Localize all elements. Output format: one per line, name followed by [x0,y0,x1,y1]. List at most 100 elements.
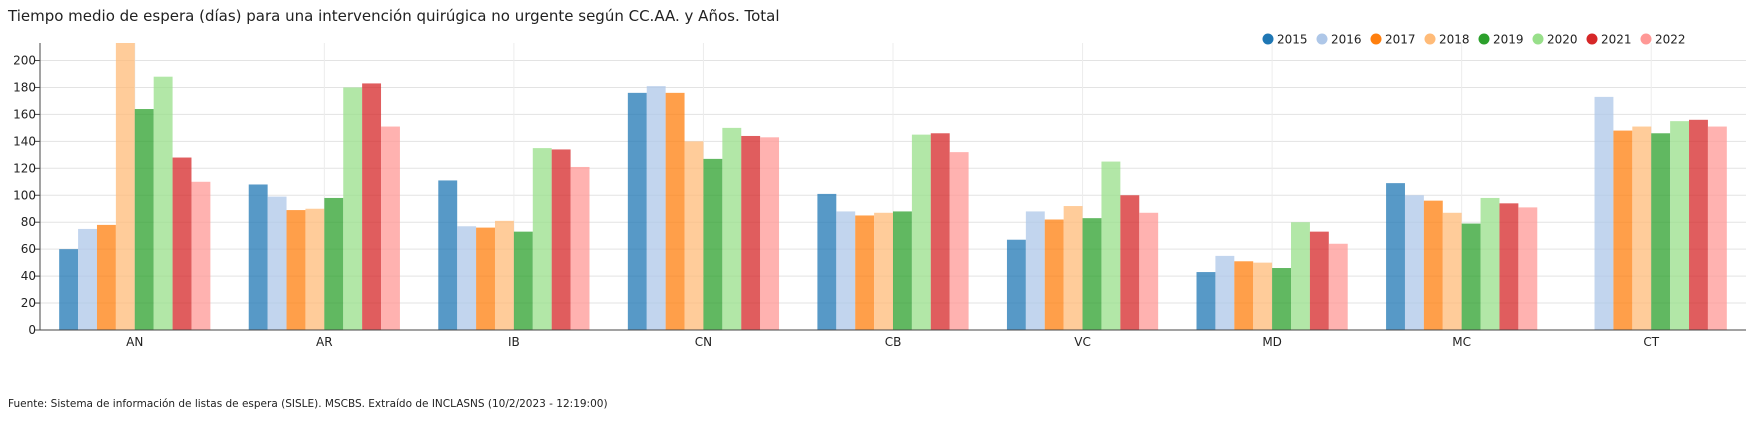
bar-cn-2015[interactable] [627,92,647,330]
legend-item-2020[interactable]: 2020 [1532,33,1578,47]
bar-cb-2020[interactable] [911,134,931,330]
bar-ct-2022[interactable] [1707,126,1727,330]
bar-md-2018[interactable] [1253,262,1273,330]
bar-an-2021[interactable] [172,157,192,330]
bar-md-2015[interactable] [1196,272,1216,330]
bar-ib-2020[interactable] [532,148,552,330]
x-tick-label: MD [1262,335,1282,349]
bar-cb-2021[interactable] [930,133,950,330]
y-tick-label: 40 [21,269,36,283]
bar-ib-2015[interactable] [438,180,458,330]
bar-vc-2019[interactable] [1082,218,1102,330]
bar-md-2017[interactable] [1234,261,1254,330]
legend-item-2016[interactable]: 2016 [1316,33,1362,47]
bar-ib-2022[interactable] [570,166,590,330]
legend-item-2015[interactable]: 2015 [1262,33,1308,47]
legend-swatch [1424,33,1436,45]
bar-cb-2017[interactable] [855,215,875,330]
bar-cn-2018[interactable] [684,141,704,330]
bar-ib-2017[interactable] [476,227,495,330]
bar-an-2015[interactable] [59,249,79,330]
bar-cn-2017[interactable] [665,92,685,330]
bar-ib-2021[interactable] [551,149,571,330]
bar-vc-2022[interactable] [1139,212,1159,330]
bar-ar-2019[interactable] [324,197,344,330]
bar-mc-2020[interactable] [1480,197,1500,330]
bar-md-2021[interactable] [1309,231,1329,330]
bar-an-2019[interactable] [134,109,154,331]
bar-ar-2017[interactable] [286,210,306,330]
legend-label: 2017 [1385,33,1416,47]
bar-cb-2022[interactable] [949,152,969,330]
bar-ib-2018[interactable] [494,220,514,330]
bar-cn-2021[interactable] [741,135,761,330]
bar-cb-2015[interactable] [817,193,837,330]
bar-ar-2022[interactable] [381,126,400,330]
bar-ar-2021[interactable] [362,83,382,330]
legend-swatch [1586,33,1598,45]
bar-vc-2016[interactable] [1025,211,1045,330]
bar-an-2020[interactable] [153,76,173,330]
bar-ct-2018[interactable] [1632,126,1652,330]
bar-ib-2019[interactable] [513,231,533,330]
bar-vc-2020[interactable] [1101,161,1121,330]
axes: 0 20 40 60 80 100 120 140 160 180 200 AN AR IB CN CB VC M… [13,43,1746,349]
legend-label: 2018 [1439,33,1470,47]
y-tick-label: 100 [13,188,36,202]
legend-item-2022[interactable]: 2022 [1640,33,1686,47]
legend-item-2017[interactable]: 2017 [1370,33,1416,47]
legend-item-2019[interactable]: 2019 [1478,33,1524,47]
bar-md-2022[interactable] [1328,243,1348,330]
bar-mc-2016[interactable] [1404,195,1424,330]
bar-ct-2019[interactable] [1651,133,1671,330]
bar-cn-2019[interactable] [703,158,723,330]
bar-an-2018[interactable] [115,43,135,330]
legend-swatch [1370,33,1382,45]
bar-mc-2017[interactable] [1423,200,1443,330]
legend-item-2018[interactable]: 2018 [1424,33,1470,47]
bar-ct-2016[interactable] [1594,96,1614,330]
bar-ib-2016[interactable] [457,226,477,330]
bar-ar-2020[interactable] [343,87,363,331]
bar-an-2017[interactable] [96,224,116,330]
bar-mc-2022[interactable] [1518,207,1538,330]
bar-cn-2022[interactable] [760,137,780,330]
bar-vc-2015[interactable] [1006,239,1026,330]
y-tick-label: 140 [13,134,36,148]
y-tick-label: 160 [13,107,36,121]
legend-label: 2021 [1601,33,1632,47]
bar-ct-2017[interactable] [1613,130,1633,330]
y-tick-label: 120 [13,161,36,175]
bar-cb-2016[interactable] [836,211,856,330]
bar-cb-2019[interactable] [893,211,912,330]
x-tick-label: CN [695,335,712,349]
bar-mc-2018[interactable] [1442,212,1462,330]
y-tick-label: 200 [13,54,36,68]
bar-vc-2021[interactable] [1120,195,1140,330]
legend: 2015 2016 2017 2018 2019 2020 2021 2022 [1262,33,1686,47]
bar-vc-2017[interactable] [1044,219,1064,330]
bar-an-2016[interactable] [78,228,97,330]
bar-an-2022[interactable] [191,181,211,330]
bar-cn-2020[interactable] [722,127,742,330]
bar-ct-2021[interactable] [1689,119,1708,330]
bar-ar-2016[interactable] [267,196,287,330]
x-tick-label: AN [126,335,143,349]
bar-mc-2015[interactable] [1386,183,1405,330]
legend-label: 2020 [1547,33,1578,47]
bar-md-2016[interactable] [1215,255,1235,330]
legend-item-2021[interactable]: 2021 [1586,33,1632,47]
bar-md-2020[interactable] [1291,222,1310,330]
legend-label: 2015 [1277,33,1308,47]
bar-ar-2015[interactable] [248,184,268,330]
bar-ar-2018[interactable] [305,208,325,330]
bar-cb-2018[interactable] [874,212,893,330]
bar-vc-2018[interactable] [1063,206,1083,330]
bar-mc-2019[interactable] [1461,223,1481,330]
bar-ct-2020[interactable] [1670,121,1690,330]
x-tick-label: VC [1074,335,1091,349]
bar-md-2019[interactable] [1272,268,1292,330]
bar-cn-2016[interactable] [646,86,666,330]
bar-mc-2021[interactable] [1499,203,1519,330]
